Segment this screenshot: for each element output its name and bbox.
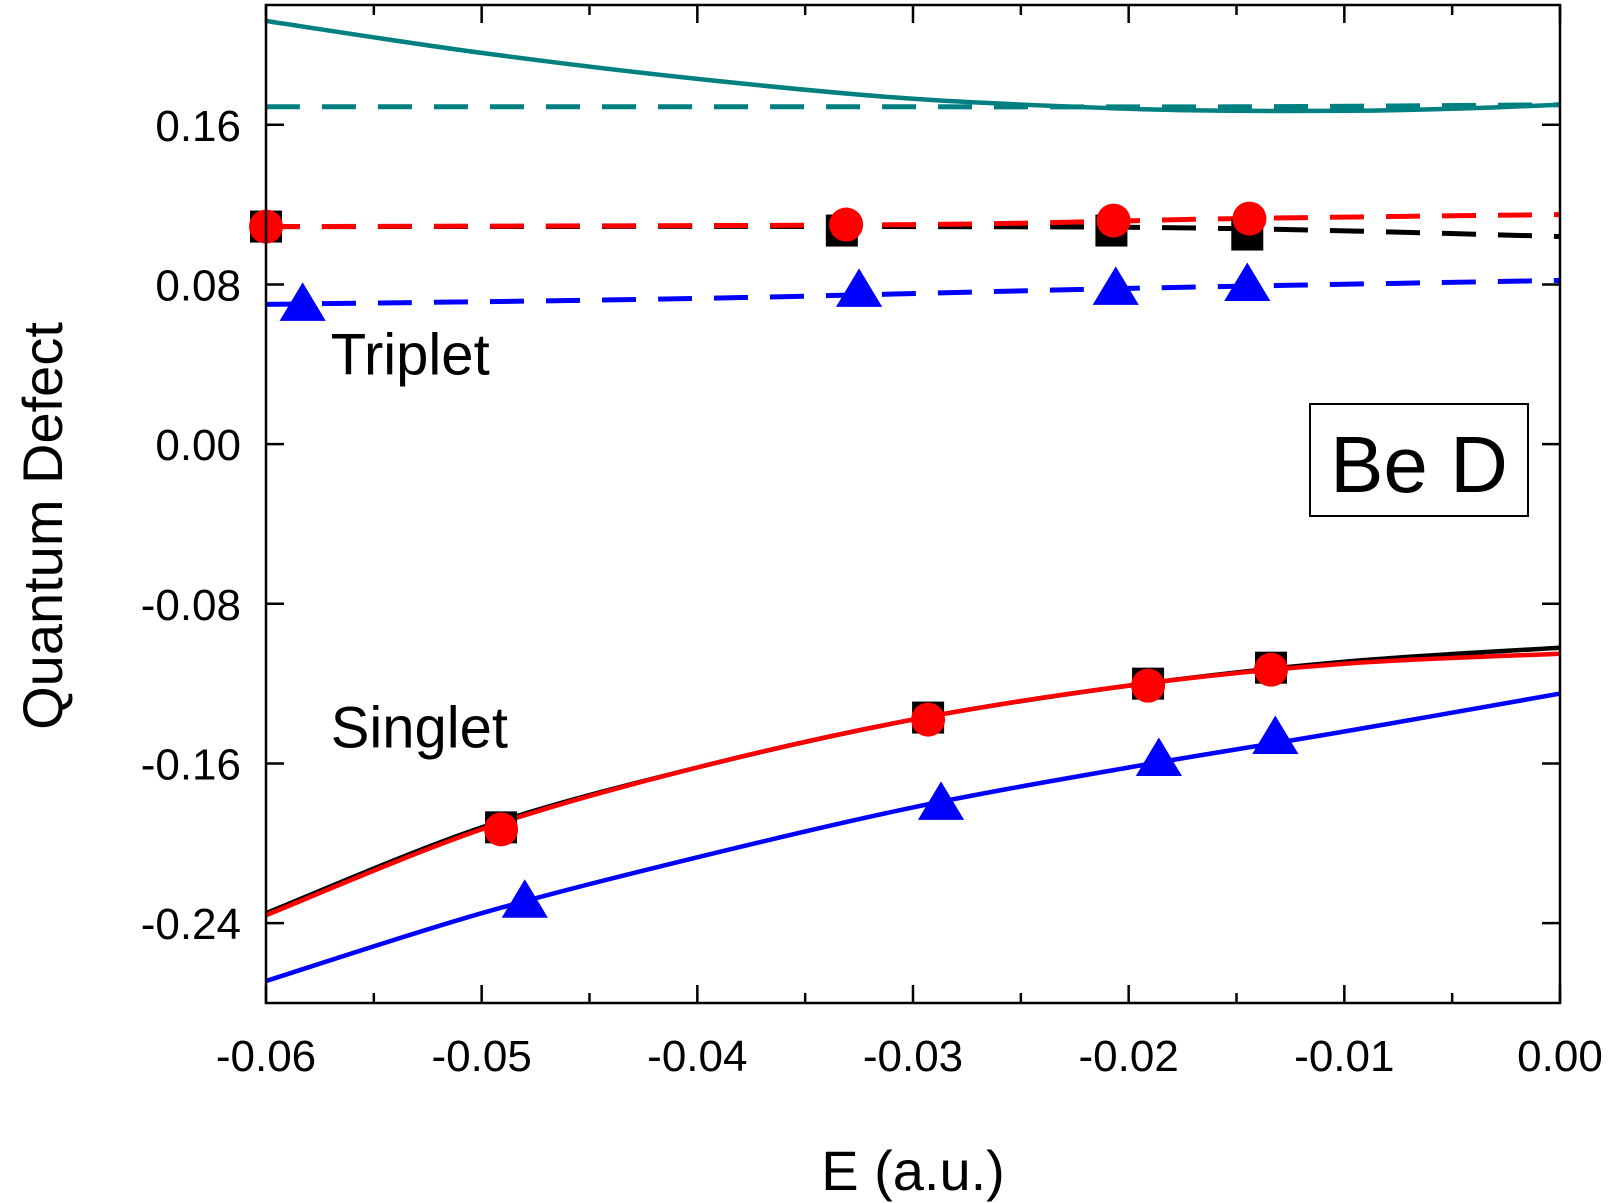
data-point-red-singlet-points-3 [1254,652,1289,687]
data-point-blue-triplet-points-2 [1092,266,1139,305]
data-point-blue-singlet-points-2 [1135,737,1182,776]
series-line-teal-dashed [266,102,1560,110]
y-tick-label: -0.16 [141,740,241,789]
y-tick-label: -0.24 [141,900,241,949]
data-point-red-triplet-points-1 [829,207,864,242]
y-tick-label: -0.08 [141,581,241,630]
series-line-blue-dashed [266,277,1560,307]
x-tick-label: -0.06 [216,1032,316,1081]
series-line-red-dashed [266,212,1560,230]
data-point-blue-triplet-points-3 [1224,262,1271,301]
x-tick-label: 0.00 [1517,1032,1603,1081]
annotation-triplet: Triplet [331,322,490,387]
data-point-blue-singlet-points-0 [501,879,548,918]
marker-layer [249,201,1299,918]
legend-box [1309,403,1529,517]
annotation-singlet: Singlet [331,696,508,761]
legend: Be D [1309,403,1529,517]
x-tick-label: -0.03 [863,1032,963,1081]
tick-label-layer: -0.06 -0.05 -0.04 -0.03 -0.02 -0.01 0.00 -0.24 -… [141,102,1603,1081]
x-axis-title: E (a.u.) [821,1139,1005,1202]
data-point-red-triplet-points-3 [1232,201,1267,236]
data-point-red-singlet-points-1 [911,702,946,737]
x-tick-label: -0.05 [432,1032,532,1081]
data-point-blue-triplet-points-1 [835,268,883,307]
y-tick-label: 0.16 [155,102,241,151]
series-line-teal-solid [266,18,1560,114]
x-tick-label: -0.01 [1294,1032,1394,1081]
y-tick-label: 0.00 [155,421,241,470]
y-tick-label: 0.08 [155,261,241,310]
series-line-blue-singlet-solid [266,691,1560,984]
data-point-blue-singlet-points-3 [1252,715,1299,755]
data-point-red-triplet-points-2 [1096,203,1131,238]
legend-label: Be D [1330,420,1508,509]
tick-layer [264,5,1562,1003]
data-point-blue-singlet-points-1 [917,781,965,820]
data-point-blue-triplet-points-0 [279,282,326,321]
data-point-red-singlet-points-2 [1131,668,1166,703]
data-point-red-singlet-points-0 [484,812,519,847]
x-tick-label: -0.02 [1079,1032,1179,1081]
y-axis-title: Quantum Defect [11,322,74,730]
x-tick-label: -0.04 [647,1032,747,1081]
